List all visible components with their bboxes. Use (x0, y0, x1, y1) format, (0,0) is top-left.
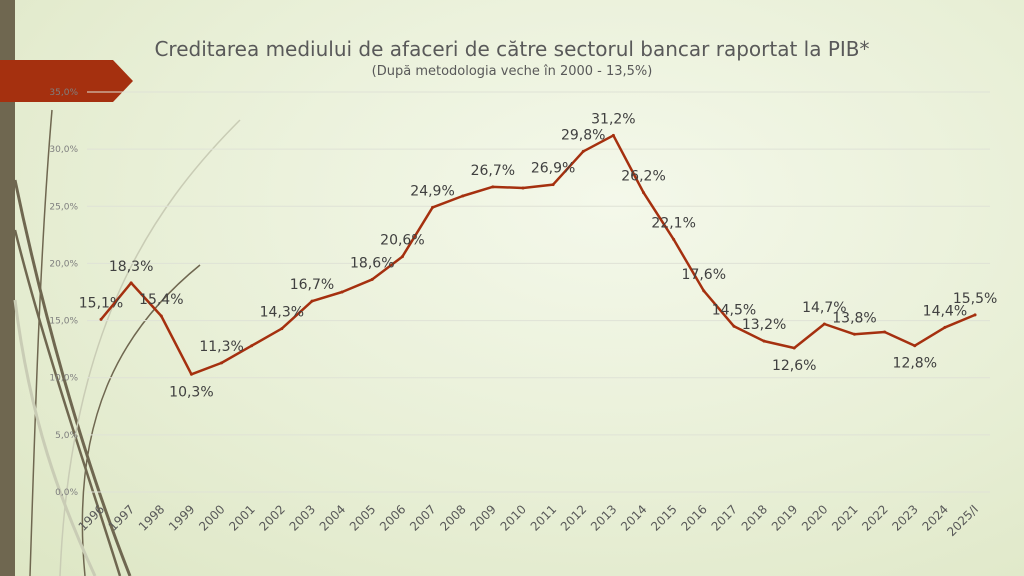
data-point (491, 185, 495, 189)
data-label: 14,3% (260, 305, 304, 321)
x-tick-label: 2006 (377, 502, 408, 533)
data-label: 18,6% (350, 255, 394, 271)
data-label: 20,6% (380, 233, 424, 249)
data-point (672, 237, 676, 241)
data-point (853, 332, 856, 336)
x-tick-label: 2008 (437, 502, 468, 533)
x-tick-label: 2000 (196, 502, 227, 533)
x-tick-label: 2014 (618, 502, 649, 533)
data-label: 13,2% (742, 317, 786, 333)
data-label: 17,6% (682, 267, 726, 283)
data-label: 12,8% (893, 356, 937, 372)
x-tick-label: 2017 (709, 502, 740, 533)
y-tick-label: 25,0% (49, 202, 78, 212)
x-tick-label: 1996 (76, 502, 107, 533)
x-tick-label: 2005 (347, 502, 378, 533)
y-tick-label: 5,0% (55, 431, 78, 441)
data-label: 18,3% (109, 259, 153, 275)
data-label: 26,9% (531, 161, 575, 177)
data-label: 14,7% (802, 300, 846, 316)
x-tick-label: 2010 (498, 502, 529, 533)
y-tick-label: 15,0% (49, 317, 78, 327)
x-tick-label: 2018 (739, 502, 770, 533)
x-tick-label: 2011 (528, 502, 559, 533)
x-tick-label: 2019 (769, 502, 800, 533)
y-tick-label: 35,0% (49, 88, 78, 98)
x-tick-label: 2021 (829, 502, 860, 533)
x-tick-label: 2016 (678, 502, 709, 533)
data-point (732, 324, 736, 328)
y-tick-label: 0,0% (55, 488, 78, 498)
data-label: 14,5% (712, 302, 756, 318)
decorative-banner (0, 60, 133, 102)
data-label: 22,1% (651, 215, 695, 231)
x-tick-label: 1997 (106, 502, 137, 533)
x-tick-label: 2023 (889, 502, 920, 533)
data-point (792, 346, 796, 350)
data-label: 14,4% (923, 303, 967, 319)
data-point (883, 330, 887, 334)
data-point (370, 277, 374, 281)
x-tick-label: 2013 (588, 502, 619, 533)
data-label: 13,8% (832, 310, 876, 326)
data-point (220, 361, 224, 365)
data-label: 15,5% (953, 291, 997, 307)
x-tick-label: 2003 (287, 502, 318, 533)
data-point (762, 339, 766, 343)
data-label: 26,2% (621, 169, 665, 185)
x-tick-label: 2022 (859, 502, 890, 533)
x-tick-label: 2004 (317, 502, 348, 533)
series-line (100, 134, 976, 376)
data-point (99, 317, 103, 321)
data-label: 11,3% (199, 339, 243, 355)
data-point (250, 344, 254, 348)
data-point (943, 325, 947, 329)
data-point (973, 313, 977, 317)
x-tick-label: 2007 (407, 502, 438, 533)
data-label: 15,4% (139, 292, 183, 308)
x-tick-label: 1998 (136, 502, 167, 533)
decorative-side-bar (0, 0, 15, 576)
data-label: 31,2% (591, 111, 635, 127)
data-point (521, 186, 525, 190)
data-point (280, 327, 284, 331)
x-tick-label: 2025/I (944, 502, 981, 539)
data-point (461, 194, 465, 198)
chart-subtitle: (După metodologia veche în 2000 - 13,5%) (371, 64, 653, 79)
x-tick-label: 2002 (256, 502, 287, 533)
data-point (642, 191, 646, 195)
data-label: 16,7% (290, 277, 334, 293)
data-label: 24,9% (410, 183, 454, 199)
data-point (822, 322, 826, 326)
x-tick-label: 2020 (799, 502, 830, 533)
data-label: 26,7% (471, 163, 515, 179)
data-point (611, 133, 615, 137)
y-tick-label: 10,0% (49, 374, 78, 384)
data-point (129, 281, 133, 285)
x-tick-label: 2012 (558, 502, 589, 533)
data-point (913, 344, 917, 348)
data-point (431, 205, 435, 209)
data-point (189, 372, 193, 376)
data-point (581, 149, 585, 153)
data-point (310, 299, 314, 303)
chart-title: Creditarea mediului de afaceri de către … (154, 37, 870, 61)
data-point (340, 290, 344, 294)
data-label: 29,8% (561, 127, 605, 143)
y-tick-label: 20,0% (49, 259, 78, 269)
x-tick-label: 2009 (467, 502, 498, 533)
x-tick-label: 1999 (166, 502, 197, 533)
data-label: 15,1% (79, 295, 123, 311)
data-point (551, 183, 555, 187)
data-point (400, 255, 404, 259)
data-point (159, 314, 163, 318)
data-label: 12,6% (772, 358, 816, 374)
y-tick-label: 30,0% (49, 145, 78, 155)
data-label: 10,3% (169, 384, 213, 400)
x-tick-label: 2015 (648, 502, 679, 533)
x-tick-label: 2001 (226, 502, 257, 533)
data-point (702, 289, 706, 293)
